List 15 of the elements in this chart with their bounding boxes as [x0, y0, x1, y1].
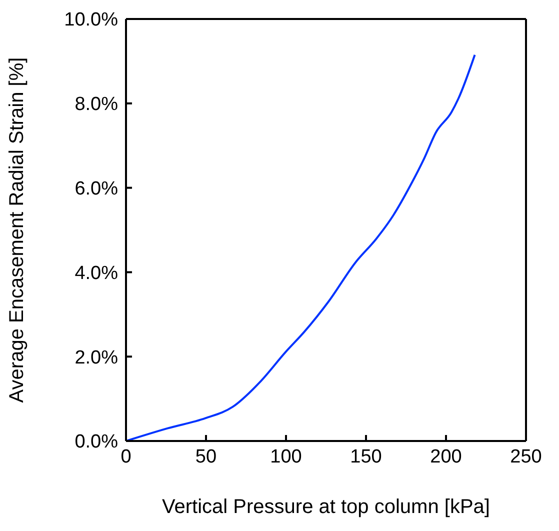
y-tick-label: 2.0% [74, 347, 118, 368]
y-tick-label: 8.0% [74, 94, 118, 116]
x-tick-label: 100 [270, 446, 302, 468]
y-tick-label: 0.0% [74, 432, 118, 453]
x-tick-label: 50 [195, 446, 217, 468]
y-axis-title: Average Encasement Radial Strain [%] [6, 57, 28, 403]
x-tick-label: 250 [510, 446, 542, 468]
x-axis-title: Vertical Pressure at top column [kPa] [162, 496, 490, 518]
y-tick-label: 10.0% [64, 10, 118, 31]
y-tick-label: 6.0% [74, 178, 118, 200]
x-tick-label: 200 [430, 446, 462, 468]
line-series [126, 54, 476, 441]
y-tick-label: 4.0% [74, 262, 118, 284]
x-tick-label: 0 [120, 446, 132, 468]
x-tick-label: 150 [350, 446, 382, 468]
